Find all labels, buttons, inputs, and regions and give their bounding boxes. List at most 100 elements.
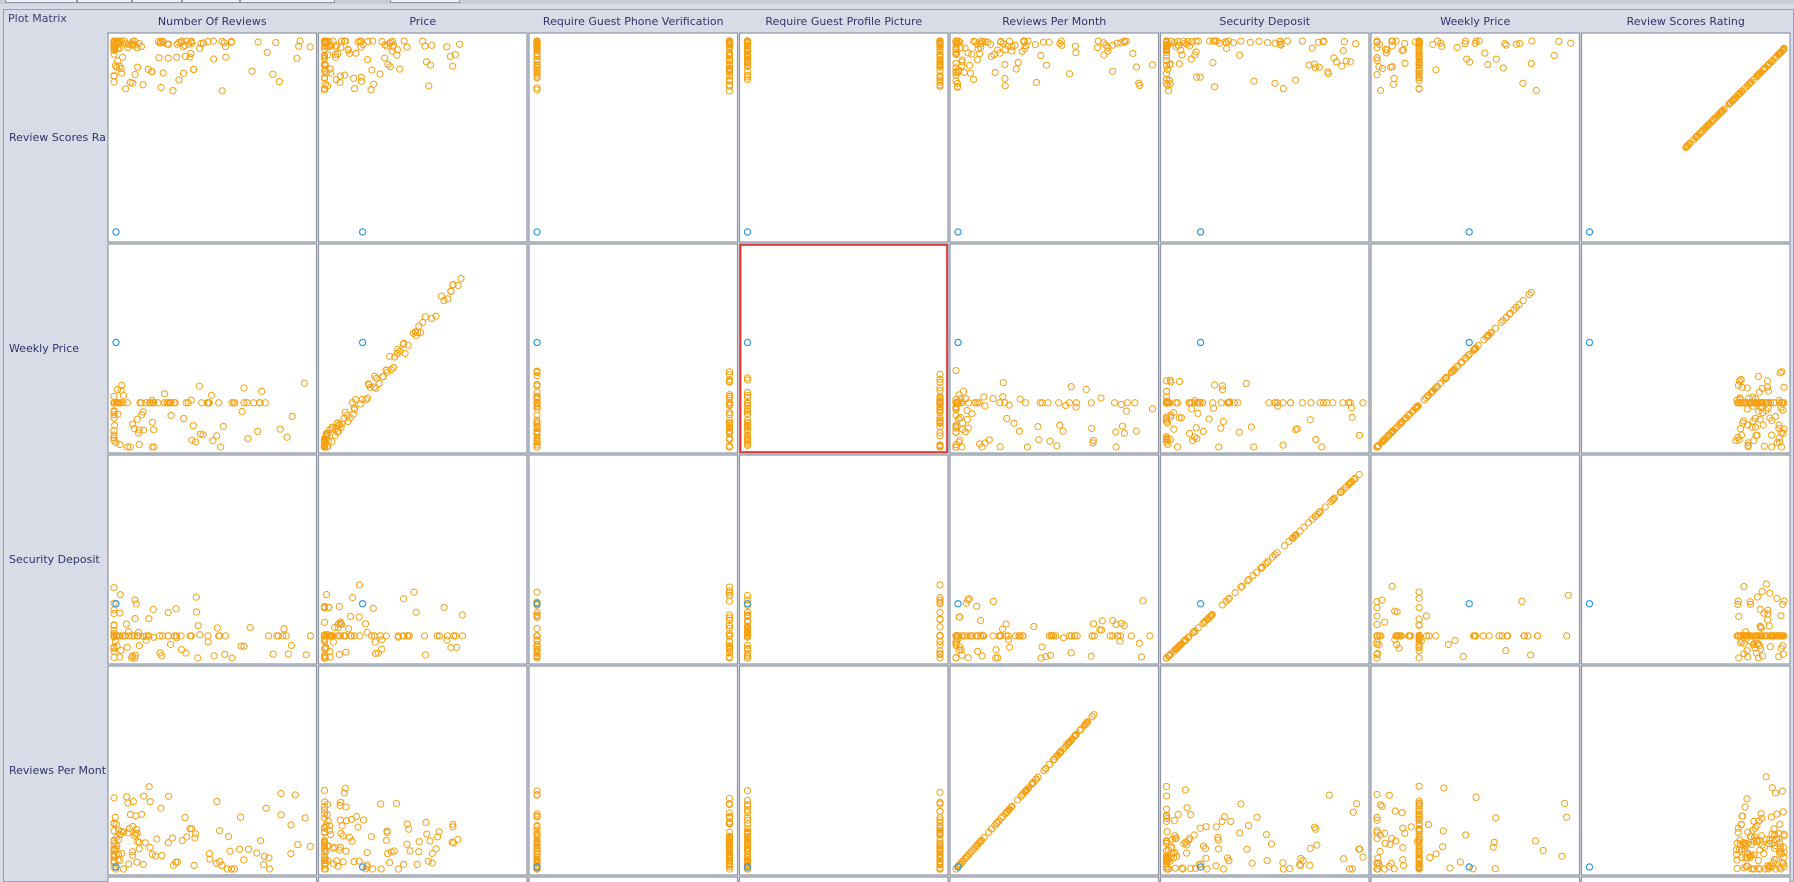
data-point: [1415, 810, 1423, 818]
scatter-cell[interactable]: [317, 665, 528, 876]
data-point: [1212, 862, 1220, 870]
data-point: [725, 846, 734, 854]
data-point: [180, 41, 189, 49]
data-point: [1215, 443, 1223, 451]
tab-stub[interactable]: [390, 0, 460, 3]
data-point: [1479, 632, 1487, 640]
scatter-cell[interactable]: [528, 243, 739, 454]
tab-stub[interactable]: [240, 0, 335, 3]
scatter-cell[interactable]: [949, 454, 1160, 665]
data-point: [384, 60, 392, 69]
scatter-cell[interactable]: [1370, 665, 1581, 876]
data-point: [203, 399, 211, 407]
scatter-cell[interactable]: [317, 454, 528, 665]
data-point: [1780, 44, 1788, 52]
data-point: [725, 589, 734, 597]
scatter-cell[interactable]: [107, 454, 318, 665]
data-point: [1376, 801, 1384, 809]
data-point: [126, 443, 134, 451]
tab-stub[interactable]: [77, 0, 132, 3]
scatter-cell[interactable]: [1580, 454, 1791, 665]
data-point: [177, 632, 185, 640]
scatter-cell[interactable]: [949, 243, 1160, 454]
scatter-cell[interactable]: [528, 665, 739, 876]
tab-stub[interactable]: [132, 0, 182, 3]
data-point: [963, 852, 972, 860]
data-point: [199, 39, 208, 47]
data-point: [967, 632, 976, 640]
data-point: [126, 78, 134, 87]
scatter-cell[interactable]: [738, 243, 949, 454]
data-point: [988, 825, 996, 833]
data-point: [1420, 395, 1428, 404]
data-point: [273, 632, 281, 640]
data-point: [936, 414, 944, 422]
scatter-cell[interactable]: [317, 32, 528, 243]
data-point: [533, 436, 541, 444]
data-point: [1735, 654, 1743, 662]
data-point: [1214, 845, 1223, 853]
scatter-cell[interactable]: [1370, 32, 1581, 243]
scatter-cell[interactable]: [1159, 32, 1370, 243]
data-point: [1185, 836, 1193, 844]
data-point: [1162, 812, 1171, 820]
data-point: [168, 834, 176, 842]
data-point: [1330, 54, 1338, 62]
data-point: [210, 652, 218, 660]
data-point: [1199, 427, 1207, 436]
tab-stub[interactable]: [182, 0, 240, 3]
scatter-cell[interactable]: [107, 665, 318, 876]
scatter-cell[interactable]: [738, 665, 949, 876]
data-point: [140, 792, 148, 800]
data-point: [743, 802, 752, 810]
tab-stub[interactable]: [5, 0, 77, 3]
data-point: [533, 50, 541, 58]
data-point: [132, 812, 140, 820]
data-point: [254, 38, 262, 46]
scatter-cell[interactable]: [1580, 665, 1791, 876]
scatter-cell[interactable]: [1370, 454, 1581, 665]
scatter-cell[interactable]: [738, 454, 949, 665]
scatter-cell[interactable]: [949, 665, 1160, 876]
data-point: [320, 443, 329, 451]
scatter-cell[interactable]: [949, 32, 1160, 243]
scatter-cell[interactable]: [1159, 243, 1370, 454]
scatter-cell[interactable]: [107, 32, 318, 243]
scatter-cell[interactable]: [1580, 32, 1791, 243]
scatter-cell[interactable]: [107, 243, 318, 454]
data-point: [970, 75, 978, 84]
data-point: [1088, 713, 1096, 721]
data-point: [359, 40, 367, 49]
scatter-cell[interactable]: [1580, 243, 1791, 454]
scatter-cell[interactable]: [528, 32, 739, 243]
data-point: [1725, 100, 1733, 108]
data-point: [743, 796, 752, 805]
data-point: [957, 399, 965, 407]
data-point: [1712, 113, 1720, 121]
data-point: [400, 632, 408, 640]
scatter-cell[interactable]: [317, 243, 528, 454]
scatter-cell[interactable]: [1159, 454, 1370, 665]
scatter-cell[interactable]: [1370, 243, 1581, 454]
data-point: [413, 328, 422, 337]
data-point: [394, 865, 402, 873]
data-point: [936, 623, 944, 631]
data-point: [964, 49, 972, 57]
data-point: [1378, 596, 1386, 604]
data-point: [965, 595, 973, 603]
data-point: [1162, 79, 1171, 88]
scatter-cell[interactable]: [738, 32, 949, 243]
scatter-cell[interactable]: [528, 454, 739, 665]
data-point: [1113, 39, 1121, 47]
data-point: [1355, 431, 1364, 439]
data-point: [325, 822, 334, 830]
data-point: [133, 632, 141, 640]
data-point: [1378, 64, 1387, 73]
data-point: [936, 432, 944, 440]
data-point: [1738, 383, 1746, 391]
data-point: [1030, 622, 1038, 631]
data-point: [164, 632, 172, 640]
scatter-cell[interactable]: [1159, 665, 1370, 876]
data-point: [1347, 404, 1355, 412]
